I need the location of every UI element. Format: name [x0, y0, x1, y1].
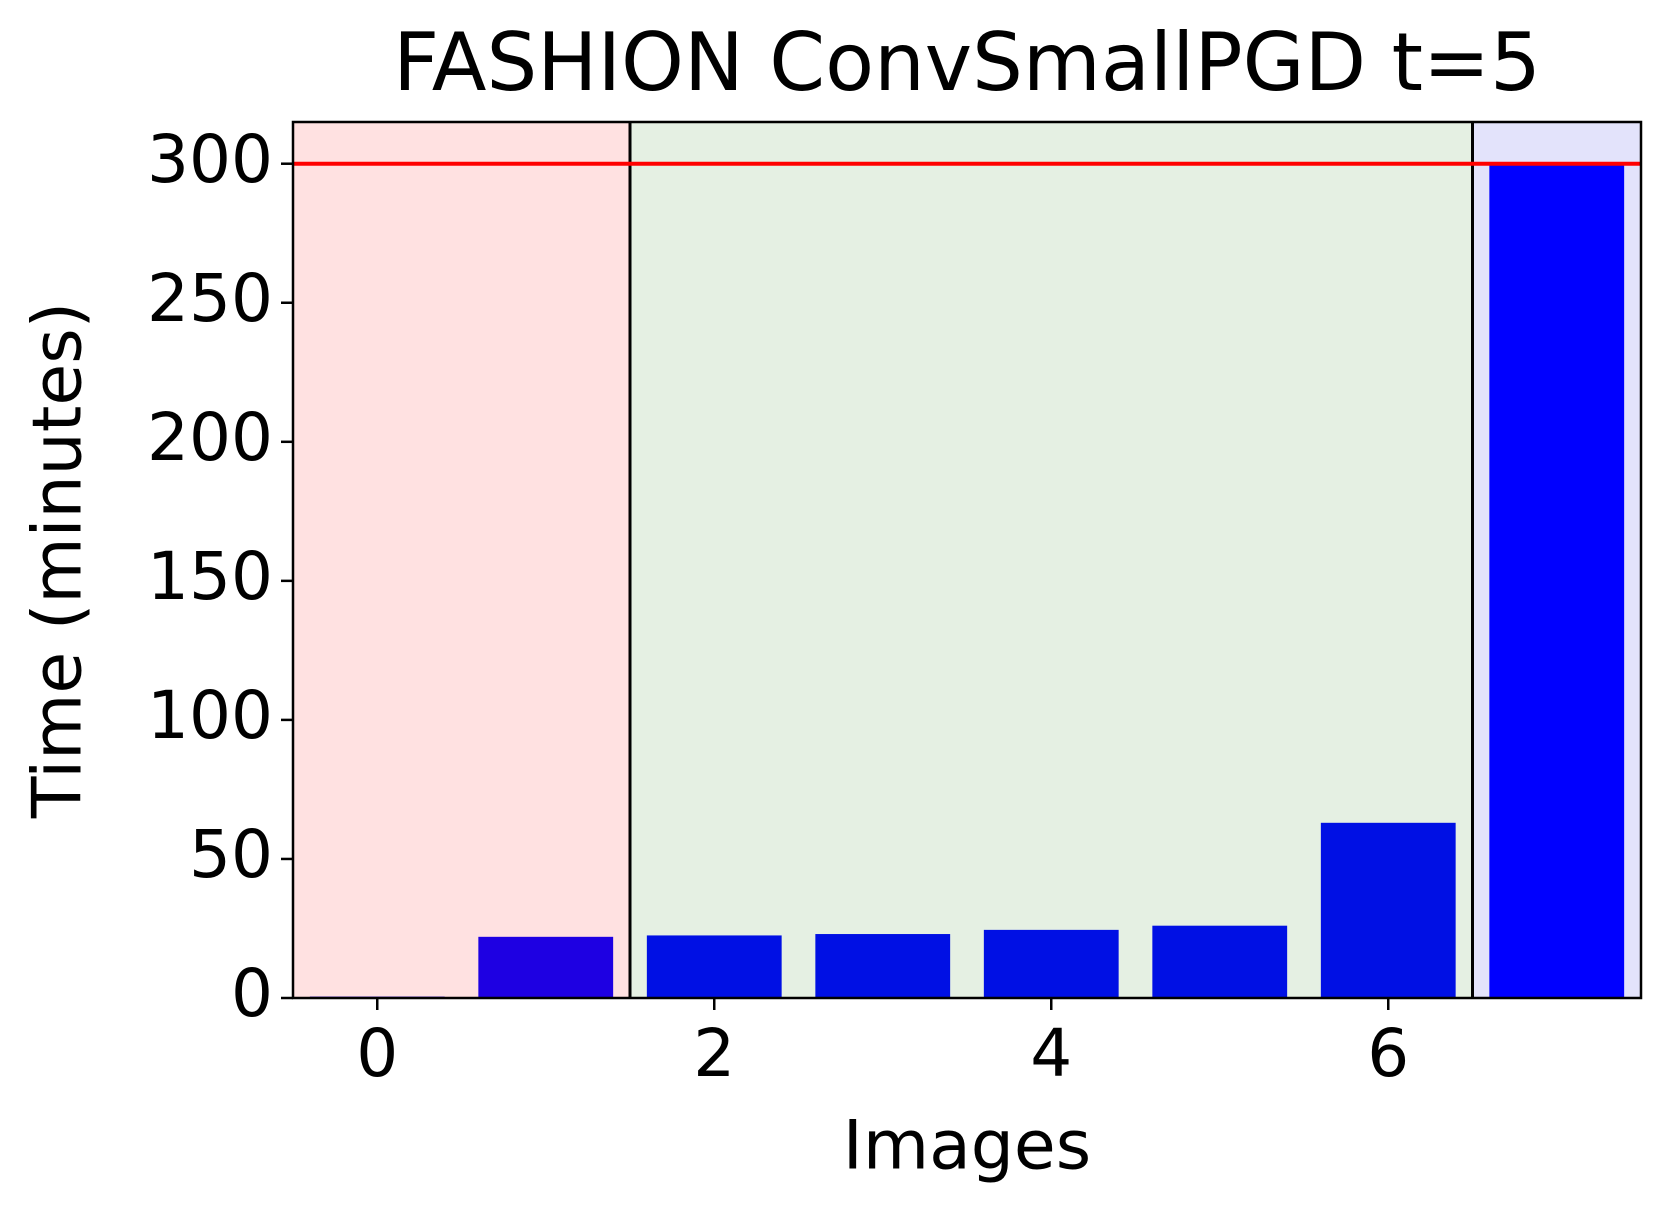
x-axis-label: Images: [843, 1107, 1091, 1186]
x-tick-label: 2: [693, 1015, 735, 1092]
y-tick-label: 150: [147, 538, 273, 615]
x-tick-label: 4: [1030, 1015, 1072, 1092]
region: [293, 122, 630, 998]
bar: [478, 936, 614, 998]
bar: [983, 929, 1119, 998]
y-axis-label: Time (minutes): [19, 302, 98, 819]
y-tick-label: 50: [189, 816, 273, 893]
x-tick-label: 0: [356, 1015, 398, 1092]
bar: [646, 935, 782, 998]
y-tick-label: 300: [147, 121, 273, 198]
y-tick-label: 0: [231, 955, 273, 1032]
y-tick-label: 200: [147, 399, 273, 476]
x-tick-label: 6: [1367, 1015, 1409, 1092]
bar: [815, 934, 951, 998]
bar: [1489, 163, 1625, 998]
chart-title: FASHION ConvSmallPGD t=5: [393, 16, 1541, 109]
y-tick-label: 100: [147, 677, 273, 754]
y-tick-label: 250: [147, 260, 273, 337]
plot-frame: [291, 120, 1643, 1000]
bar: [1152, 925, 1288, 998]
bar: [1320, 822, 1456, 998]
